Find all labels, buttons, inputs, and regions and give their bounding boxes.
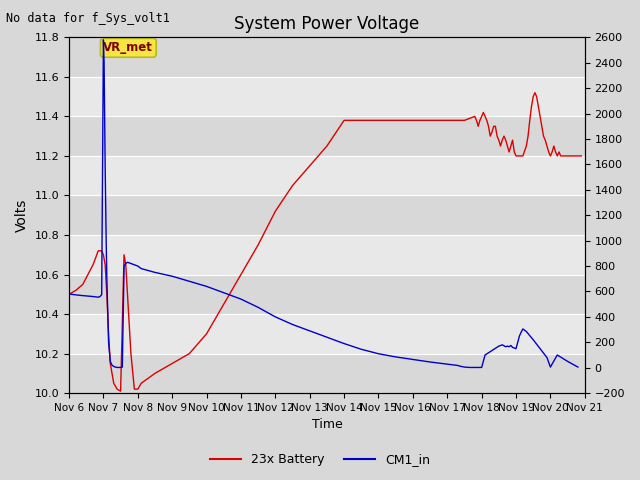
Bar [69,156,585,195]
X-axis label: Time: Time [312,419,342,432]
Bar [69,275,585,314]
Y-axis label: Volts: Volts [15,199,29,232]
Bar [69,195,585,235]
Bar [69,37,585,77]
Bar [69,235,585,275]
Bar [69,77,585,116]
Legend: 23x Battery, CM1_in: 23x Battery, CM1_in [205,448,435,471]
Bar [69,116,585,156]
Bar [69,354,585,393]
Text: No data for f_Sys_volt1: No data for f_Sys_volt1 [6,12,170,25]
Title: System Power Voltage: System Power Voltage [234,15,420,33]
Bar [69,314,585,354]
Text: VR_met: VR_met [104,41,154,54]
